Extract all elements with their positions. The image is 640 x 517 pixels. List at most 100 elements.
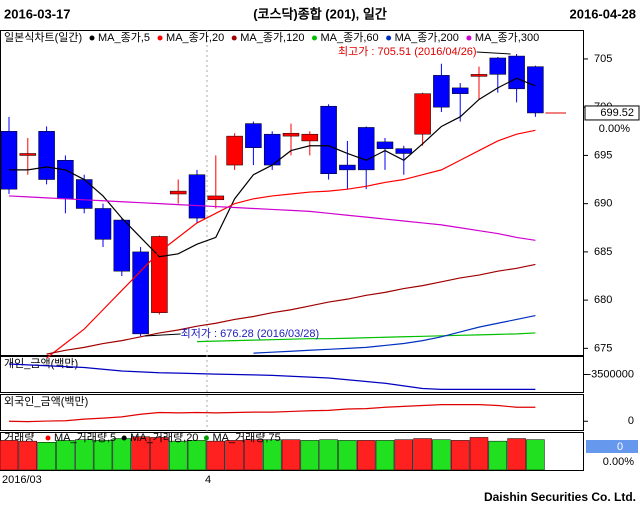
y-tick-label: -3500000 [588,368,635,380]
ma-line [253,314,536,354]
y-tick-label: 705 [594,53,612,65]
candle-body [94,208,112,240]
volume-bar [413,438,432,471]
candle-body [395,148,413,154]
y-tick-label: 680 [594,294,612,306]
y-tick-label: 685 [594,246,612,258]
volume-legend: MA_거래량,5 [54,431,116,444]
candle-body [57,159,74,200]
y-tick-label: 675 [594,342,612,354]
legend-dot [121,435,127,441]
footer: Daishin Securities Co. Ltd. [484,490,636,504]
candle-body [320,105,337,174]
volume-bar [356,440,376,471]
y-tick-label: 695 [594,149,612,161]
candle-body [470,74,488,77]
candle-body [245,123,262,148]
legend-title: 일본식차트(일간) [4,30,82,44]
individual-title: 개인_금액(백만) [4,357,78,370]
volume-bar [225,440,244,471]
legend-label: MA_종가,20 [166,31,224,44]
candle-body [489,57,507,75]
volume-bar [0,440,19,471]
foreign-frame [0,394,584,431]
legend-dot [203,435,209,441]
legend-dot [311,35,317,41]
legend-label: MA_종가,5 [98,31,150,44]
high-arrow [476,51,511,55]
volume-legend: MA_거래량,75 [212,431,280,444]
volume-bar [150,437,169,471]
volume-bar [56,440,75,471]
candle-body [38,131,55,180]
legend-label: MA_종가,200 [395,31,459,44]
low-annotation: 최저가 : 676.28 (2016/03/28) [181,327,320,340]
volume-bar [507,438,526,471]
y-tick-label: 690 [594,198,612,210]
ma-line [8,195,536,241]
volume-bar [206,440,226,471]
volume-bar [469,437,489,471]
chart-title: (코스닥)종합 (201), 일간 [253,6,387,21]
candle-body [451,87,469,94]
legend-label: MA_종가,60 [320,31,378,44]
candle-body [301,133,319,142]
candle-body [169,190,187,195]
volume-change: 0.00% [603,456,634,468]
legend-dot [466,35,472,41]
low-arrow [144,333,181,337]
legend-dot [157,35,163,41]
x-label: 4 [205,474,211,486]
volume-bar [281,439,301,471]
candle-body [132,251,149,335]
legend-label: MA_종가,300 [475,31,539,44]
candle-body [0,131,18,190]
y-tick-label: 0 [628,415,634,427]
legend-dot [89,35,95,41]
volume-bar [187,440,207,471]
volume-bar [450,440,470,471]
ma-line [46,263,536,355]
foreign-title: 외국인_금액(백만) [4,395,88,408]
volume-bar [244,439,263,471]
start-date: 2016-03-17 [4,6,71,21]
candle-body [188,174,206,219]
end-date: 2016-04-28 [570,6,637,21]
volume-bar [74,439,94,471]
volume-bar [168,440,188,471]
candle-body [433,75,450,108]
high-annotation: 최고가 : 705.51 (2016/04/26) [338,45,477,58]
volume-bar [93,440,113,471]
ma-line [196,332,536,343]
volume-bar [375,440,395,471]
candle-body [527,66,544,114]
candle-body [113,219,131,272]
last-price-label: 699.52 [600,107,634,119]
volume-bar [319,439,338,471]
last-change: 0.00% [599,123,630,135]
candle-body [376,141,394,149]
frames [0,30,584,471]
legend-label: MA_종가,120 [240,31,304,44]
volume-bar [526,439,545,471]
volume-bar [432,439,451,471]
candle-body [19,153,37,156]
price-frame [0,30,584,356]
candle-body [414,93,431,135]
ma-line [46,129,536,359]
volume-bar [338,440,357,471]
ma-line [9,77,536,258]
candle-body [339,164,356,171]
volume-bar [488,440,508,471]
candle-body [508,55,525,90]
volume-bar [37,442,56,471]
individual-line [8,363,536,390]
last-price-box [584,105,640,121]
volume-bar [18,440,38,471]
candle-body [357,127,375,171]
candle-body [207,195,225,201]
legend-dot [386,35,392,41]
foreign-line [8,404,536,423]
legend-dot [231,35,237,41]
